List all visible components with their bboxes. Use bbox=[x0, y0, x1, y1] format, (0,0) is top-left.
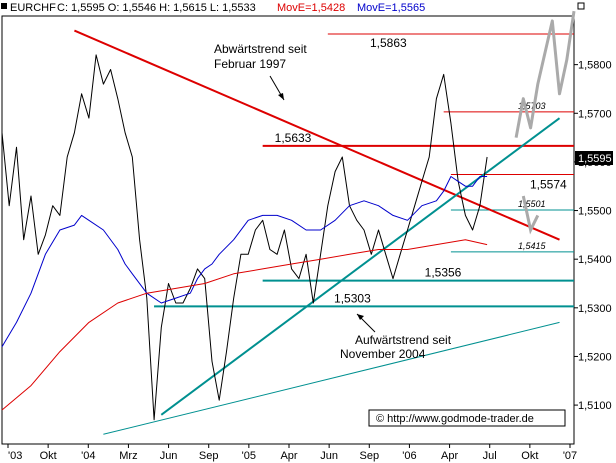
y-tick-label: 1,5300 bbox=[578, 303, 612, 315]
x-tick-label: Okt bbox=[521, 450, 538, 462]
level-label: 1,5574 bbox=[530, 178, 567, 192]
series-forecast-alt bbox=[521, 195, 540, 235]
level-label: 1,5501 bbox=[518, 199, 546, 209]
trendlines bbox=[74, 29, 561, 435]
y-tick-label: 1,5200 bbox=[578, 351, 612, 363]
level-label: 1,5863 bbox=[370, 36, 407, 50]
plot-frame bbox=[1, 15, 575, 445]
x-tick-label: '05 bbox=[242, 450, 256, 462]
header-ma-fast: MovE=1,5565 bbox=[357, 2, 425, 14]
level-lines: 1,5863 1,5703 1,5633 1,5574 1,5501 1,5415 1,53… bbox=[154, 33, 574, 308]
x-tick-label: '04 bbox=[81, 450, 95, 462]
y-tick-label: 1,5800 bbox=[578, 60, 612, 72]
y-tick-label: 1,5500 bbox=[578, 206, 612, 218]
x-tick-label: Jun bbox=[160, 450, 178, 462]
down-trend-label-line2: Februar 1997 bbox=[214, 57, 286, 71]
level-label: 1,5303 bbox=[334, 291, 371, 305]
x-tick-label: Sep bbox=[359, 450, 379, 462]
down-trend-arrow bbox=[269, 75, 285, 101]
y-tick-label: 1,5700 bbox=[578, 108, 612, 120]
series-ma_slow bbox=[1, 239, 488, 411]
x-tick-label: Sep bbox=[199, 450, 219, 462]
up-trend-arrow bbox=[356, 313, 376, 333]
trendline-up bbox=[160, 117, 561, 416]
y-axis: 1,51001,52001,53001,54001,55001,56001,57… bbox=[574, 60, 612, 412]
x-tick-label: Okt bbox=[40, 450, 57, 462]
up-trend-label-line1: Aufwärtstrend seit bbox=[355, 333, 452, 347]
trendline-down bbox=[74, 29, 560, 241]
y-tick-label: 1,5400 bbox=[578, 254, 612, 266]
copyright-box bbox=[368, 409, 566, 427]
level-label: 1,5356 bbox=[425, 266, 462, 280]
level-label: 1,5415 bbox=[518, 241, 547, 251]
trendline-channel bbox=[103, 321, 560, 435]
header-symbol: EURCHF bbox=[10, 2, 56, 14]
x-tick-label: Jun bbox=[320, 450, 338, 462]
level-label: 1,5703 bbox=[518, 101, 546, 111]
down-trend-label-line1: Abwärtstrend seit bbox=[214, 42, 307, 56]
x-tick-label: '03 bbox=[8, 450, 22, 462]
header-ma-slow: MovE=1,5428 bbox=[277, 2, 345, 14]
header-symbol-marker bbox=[1, 3, 7, 9]
up-trend-label-line2: November 2004 bbox=[340, 347, 426, 361]
series-lines bbox=[1, 10, 576, 421]
x-tick-label: Apr bbox=[441, 450, 458, 462]
y-tick-label: 1,5100 bbox=[578, 400, 612, 412]
series-ma_fast bbox=[1, 176, 488, 347]
x-tick-label: Jul bbox=[483, 450, 497, 462]
x-tick-label: '07 bbox=[563, 450, 577, 462]
window-size-icon[interactable] bbox=[577, 2, 585, 10]
x-tick-label: Apr bbox=[280, 450, 297, 462]
x-axis: '03 Okt '04 Mrz Jun Sep '05 Apr Jun Sep '06 Apr Jul O… bbox=[7, 444, 577, 462]
level-label: 1,5633 bbox=[275, 131, 312, 145]
header-ohlc: C: 1,5595 O: 1,5546 H: 1,5615 L: 1,5533 bbox=[57, 2, 256, 14]
series-price bbox=[1, 54, 488, 421]
x-tick-label: '06 bbox=[402, 450, 416, 462]
copyright-text: © http://www.godmode-trader.de bbox=[376, 413, 534, 425]
x-tick-label: Mrz bbox=[119, 450, 137, 462]
last-price-marker: 1,5595 bbox=[575, 151, 613, 165]
series-forecast bbox=[514, 10, 576, 138]
last-price-label: 1,5595 bbox=[578, 153, 612, 165]
